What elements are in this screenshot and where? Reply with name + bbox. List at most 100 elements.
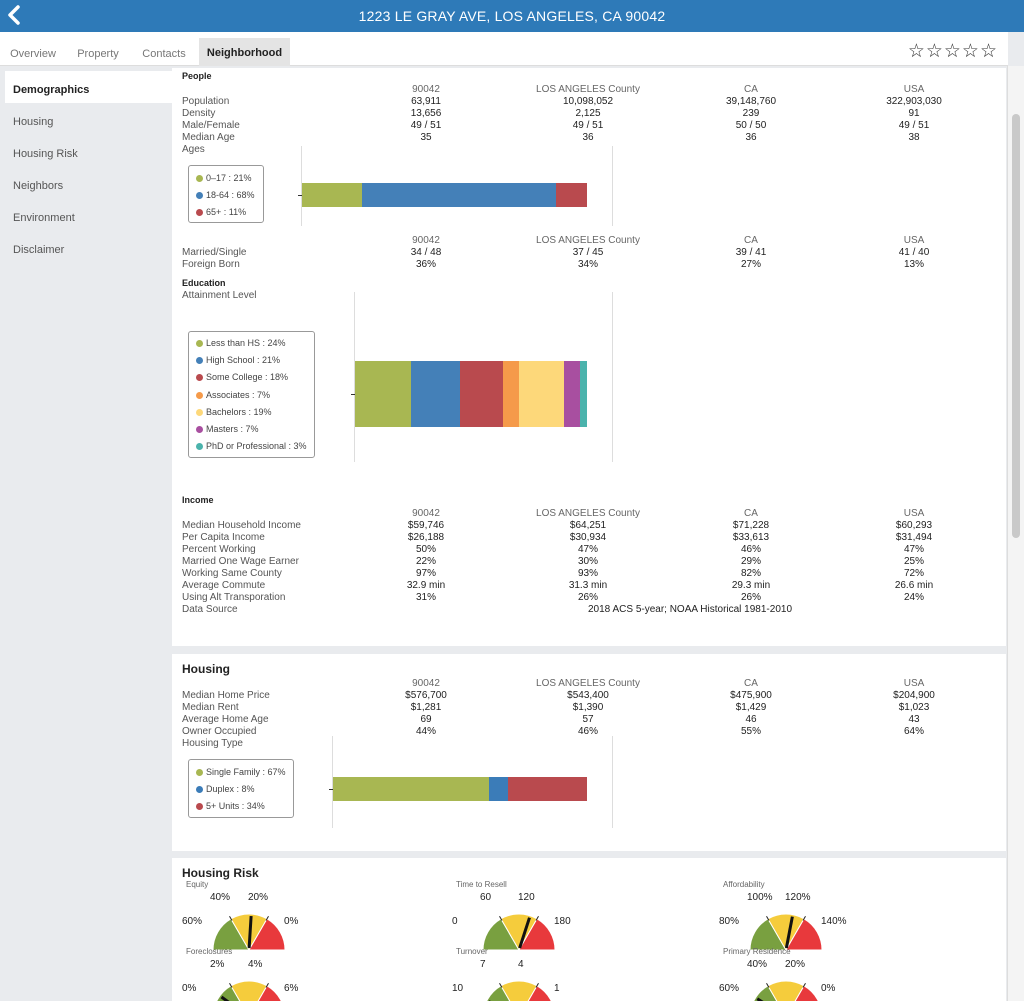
- people-cell: 39,148,760: [725, 96, 777, 107]
- risk-gauge-tick-label: 120: [518, 892, 535, 903]
- people2-cell: 37 / 45: [572, 247, 604, 258]
- tab-neighborhood[interactable]: Neighborhood: [199, 38, 290, 66]
- housing-type-legend-item: Single Family : 67%: [196, 767, 286, 777]
- education-right-axis-line: [612, 292, 613, 462]
- people-cell: 63,911: [411, 96, 441, 107]
- housing-cell: $1,281: [410, 702, 442, 713]
- education-legend-item: PhD or Professional : 3%: [196, 441, 307, 451]
- housing-cell: 57: [582, 714, 594, 725]
- tab-contacts[interactable]: Contacts: [142, 48, 186, 60]
- risk-gauge-tick: [535, 982, 539, 988]
- sidebar-item-disclaimer[interactable]: Disclaimer: [13, 244, 65, 256]
- risk-gauge-tick: [802, 982, 806, 988]
- people-cell: 49 / 51: [898, 120, 930, 131]
- education-legend-dot: [196, 357, 203, 365]
- income-cell: 72%: [903, 568, 924, 579]
- education-legend-label: Associates : 7%: [206, 389, 271, 400]
- housing-column-header: 90042: [412, 678, 440, 689]
- ages-axis-line: [301, 146, 302, 226]
- income-row-label: Percent Working: [182, 544, 256, 555]
- risk-gauge-dial: [486, 980, 552, 1001]
- education-legend-item: Less than HS : 24%: [196, 338, 286, 348]
- housing-cell: 64%: [903, 726, 924, 737]
- housing-cell: 46: [745, 714, 757, 725]
- housing-risk-card: Housing Risk Equity 60% 40% 20% 0% Time to Res…: [172, 858, 1006, 1001]
- sidebar-item-housing[interactable]: Housing: [13, 116, 54, 128]
- housing-cell: $475,900: [730, 690, 772, 701]
- housing-row-label: Owner Occupied: [182, 726, 257, 737]
- people-cell: 36: [745, 132, 757, 143]
- housing-card: Housing 90042 LOS ANGELES County CA USA Media…: [172, 654, 1006, 851]
- risk-gauge-dial: [482, 913, 556, 950]
- education-legend-item: Bachelors : 19%: [196, 407, 272, 417]
- income-cell: 47%: [577, 544, 598, 555]
- education-legend-label: High School : 21%: [206, 355, 281, 366]
- risk-gauge: Foreclosures 0% 2% 4% 6%: [182, 947, 326, 1001]
- income-cell: 29%: [740, 556, 761, 567]
- income-row-label: Per Capita Income: [182, 532, 265, 543]
- people2-cell: 41 / 40: [898, 247, 930, 258]
- people2-cell: 39 / 41: [735, 247, 767, 258]
- risk-gauge-tick: [802, 915, 806, 921]
- people-section-title: People: [182, 71, 212, 81]
- housing-type-legend-item: Duplex : 8%: [196, 784, 255, 794]
- risk-gauge-segment: [794, 985, 819, 1001]
- risk-gauge-name: Primary Residence: [723, 947, 791, 956]
- income-cell: 22%: [415, 556, 436, 567]
- ages-right-axis-line: [612, 146, 613, 226]
- risk-gauge-needle: [247, 915, 253, 949]
- risk-gauge-tick: [499, 915, 503, 921]
- housing-type-bar-segment: [333, 777, 490, 801]
- rating-stars-icon[interactable]: ☆☆☆☆☆: [907, 41, 998, 62]
- housing-type-legend-label: Single Family : 67%: [206, 767, 286, 777]
- sidebar-item-demographics[interactable]: Demographics: [5, 71, 172, 103]
- risk-gauge-tick-label: 20%: [248, 892, 269, 903]
- risk-gauge-tick: [265, 982, 269, 988]
- people-cell: 38: [908, 132, 920, 143]
- housing-column-header: USA: [903, 678, 925, 689]
- people-cell: 91: [908, 108, 920, 119]
- sidebar-item-environment[interactable]: Environment: [13, 212, 75, 224]
- education-legend-label: Bachelors : 19%: [206, 406, 272, 417]
- education-stacked-bar: [355, 361, 587, 427]
- back-chevron-icon[interactable]: [4, 4, 26, 26]
- education-legend-dot: [196, 391, 203, 399]
- tab-property[interactable]: Property: [77, 48, 119, 60]
- people2-row-label: Married/Single: [182, 247, 247, 258]
- housing-type-bar-segment: [507, 777, 587, 801]
- housing-cell: 44%: [415, 726, 436, 737]
- income-column-header: USA: [903, 508, 925, 519]
- people-cell: 49 / 51: [572, 120, 604, 131]
- education-legend-label: Masters : 7%: [206, 424, 259, 434]
- income-cell: 93%: [577, 568, 598, 579]
- risk-gauge-tick: [229, 915, 233, 921]
- people-cell: 49 / 51: [410, 120, 442, 131]
- scrollbar[interactable]: [1007, 66, 1024, 1001]
- education-legend-dot: [196, 374, 203, 382]
- income-row-label: Average Commute: [182, 580, 266, 591]
- housing-type-legend-dot: [196, 786, 203, 793]
- sidebar-item-neighbors[interactable]: Neighbors: [13, 180, 64, 192]
- education-bar-segment: [519, 361, 564, 427]
- housing-cell: $543,400: [567, 690, 609, 701]
- income-cell: $26,188: [407, 532, 445, 543]
- risk-gauge-tick-label: 80%: [719, 916, 740, 927]
- sidebar-item-housing-risk[interactable]: Housing Risk: [13, 148, 78, 160]
- risk-gauge-segment: [518, 918, 556, 950]
- education-legend-item: Associates : 7%: [196, 390, 270, 400]
- education-axis-line: [354, 292, 355, 462]
- education-legend-item: Some College : 18%: [196, 372, 288, 382]
- income-cell: 32.9 min: [406, 580, 446, 591]
- education-legend-dot: [196, 443, 203, 451]
- housing-cell: 69: [420, 714, 432, 725]
- top-bar: 1223 LE GRAY AVE, LOS ANGELES, CA 90042: [0, 0, 1024, 32]
- risk-gauge-segment: [248, 918, 286, 950]
- housing-type-axis-line: [332, 736, 333, 828]
- data-source-label: Data Source: [182, 604, 238, 615]
- ages-legend-label: 65+ : 11%: [206, 207, 247, 217]
- ages-legend-item: 18-64 : 68%: [196, 190, 255, 200]
- education-bar-segment: [502, 361, 519, 427]
- risk-gauge-tick-label: 60%: [182, 916, 203, 927]
- tab-overview[interactable]: Overview: [10, 48, 56, 60]
- scrollbar-thumb[interactable]: [1012, 114, 1020, 538]
